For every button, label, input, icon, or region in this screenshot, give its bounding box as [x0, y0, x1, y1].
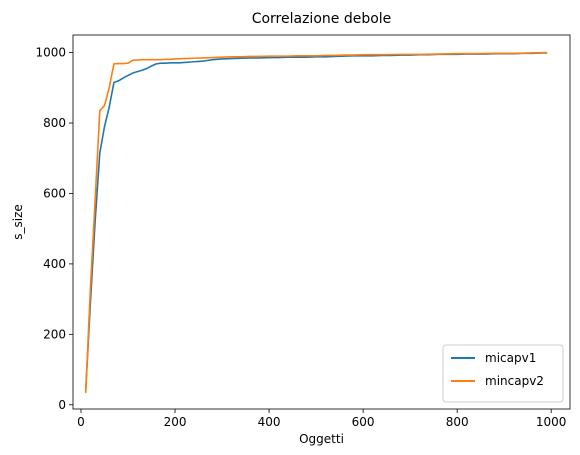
legend: micapv1 mincapv2	[443, 345, 563, 402]
y-tick-label: 1000	[35, 46, 66, 60]
x-tick-label: 600	[352, 415, 375, 429]
y-tick-label: 200	[43, 327, 66, 341]
x-axis-label: Oggetti	[299, 432, 344, 446]
x-tick-label: 200	[164, 415, 187, 429]
y-tick-label: 600	[43, 186, 66, 200]
y-axis-label: s_size	[11, 204, 25, 240]
y-tick-label: 800	[43, 116, 66, 130]
chart-title: Correlazione debole	[252, 11, 392, 27]
x-tick-label: 400	[258, 415, 281, 429]
y-tick-label: 0	[58, 398, 66, 412]
x-tick-label: 0	[77, 415, 85, 429]
legend-label-mincapv2: mincapv2	[485, 374, 544, 388]
x-tick-label: 800	[446, 415, 469, 429]
legend-label-micapv1: micapv1	[485, 351, 536, 365]
y-tick-label: 400	[43, 257, 66, 271]
x-tick-label: 1000	[536, 415, 567, 429]
